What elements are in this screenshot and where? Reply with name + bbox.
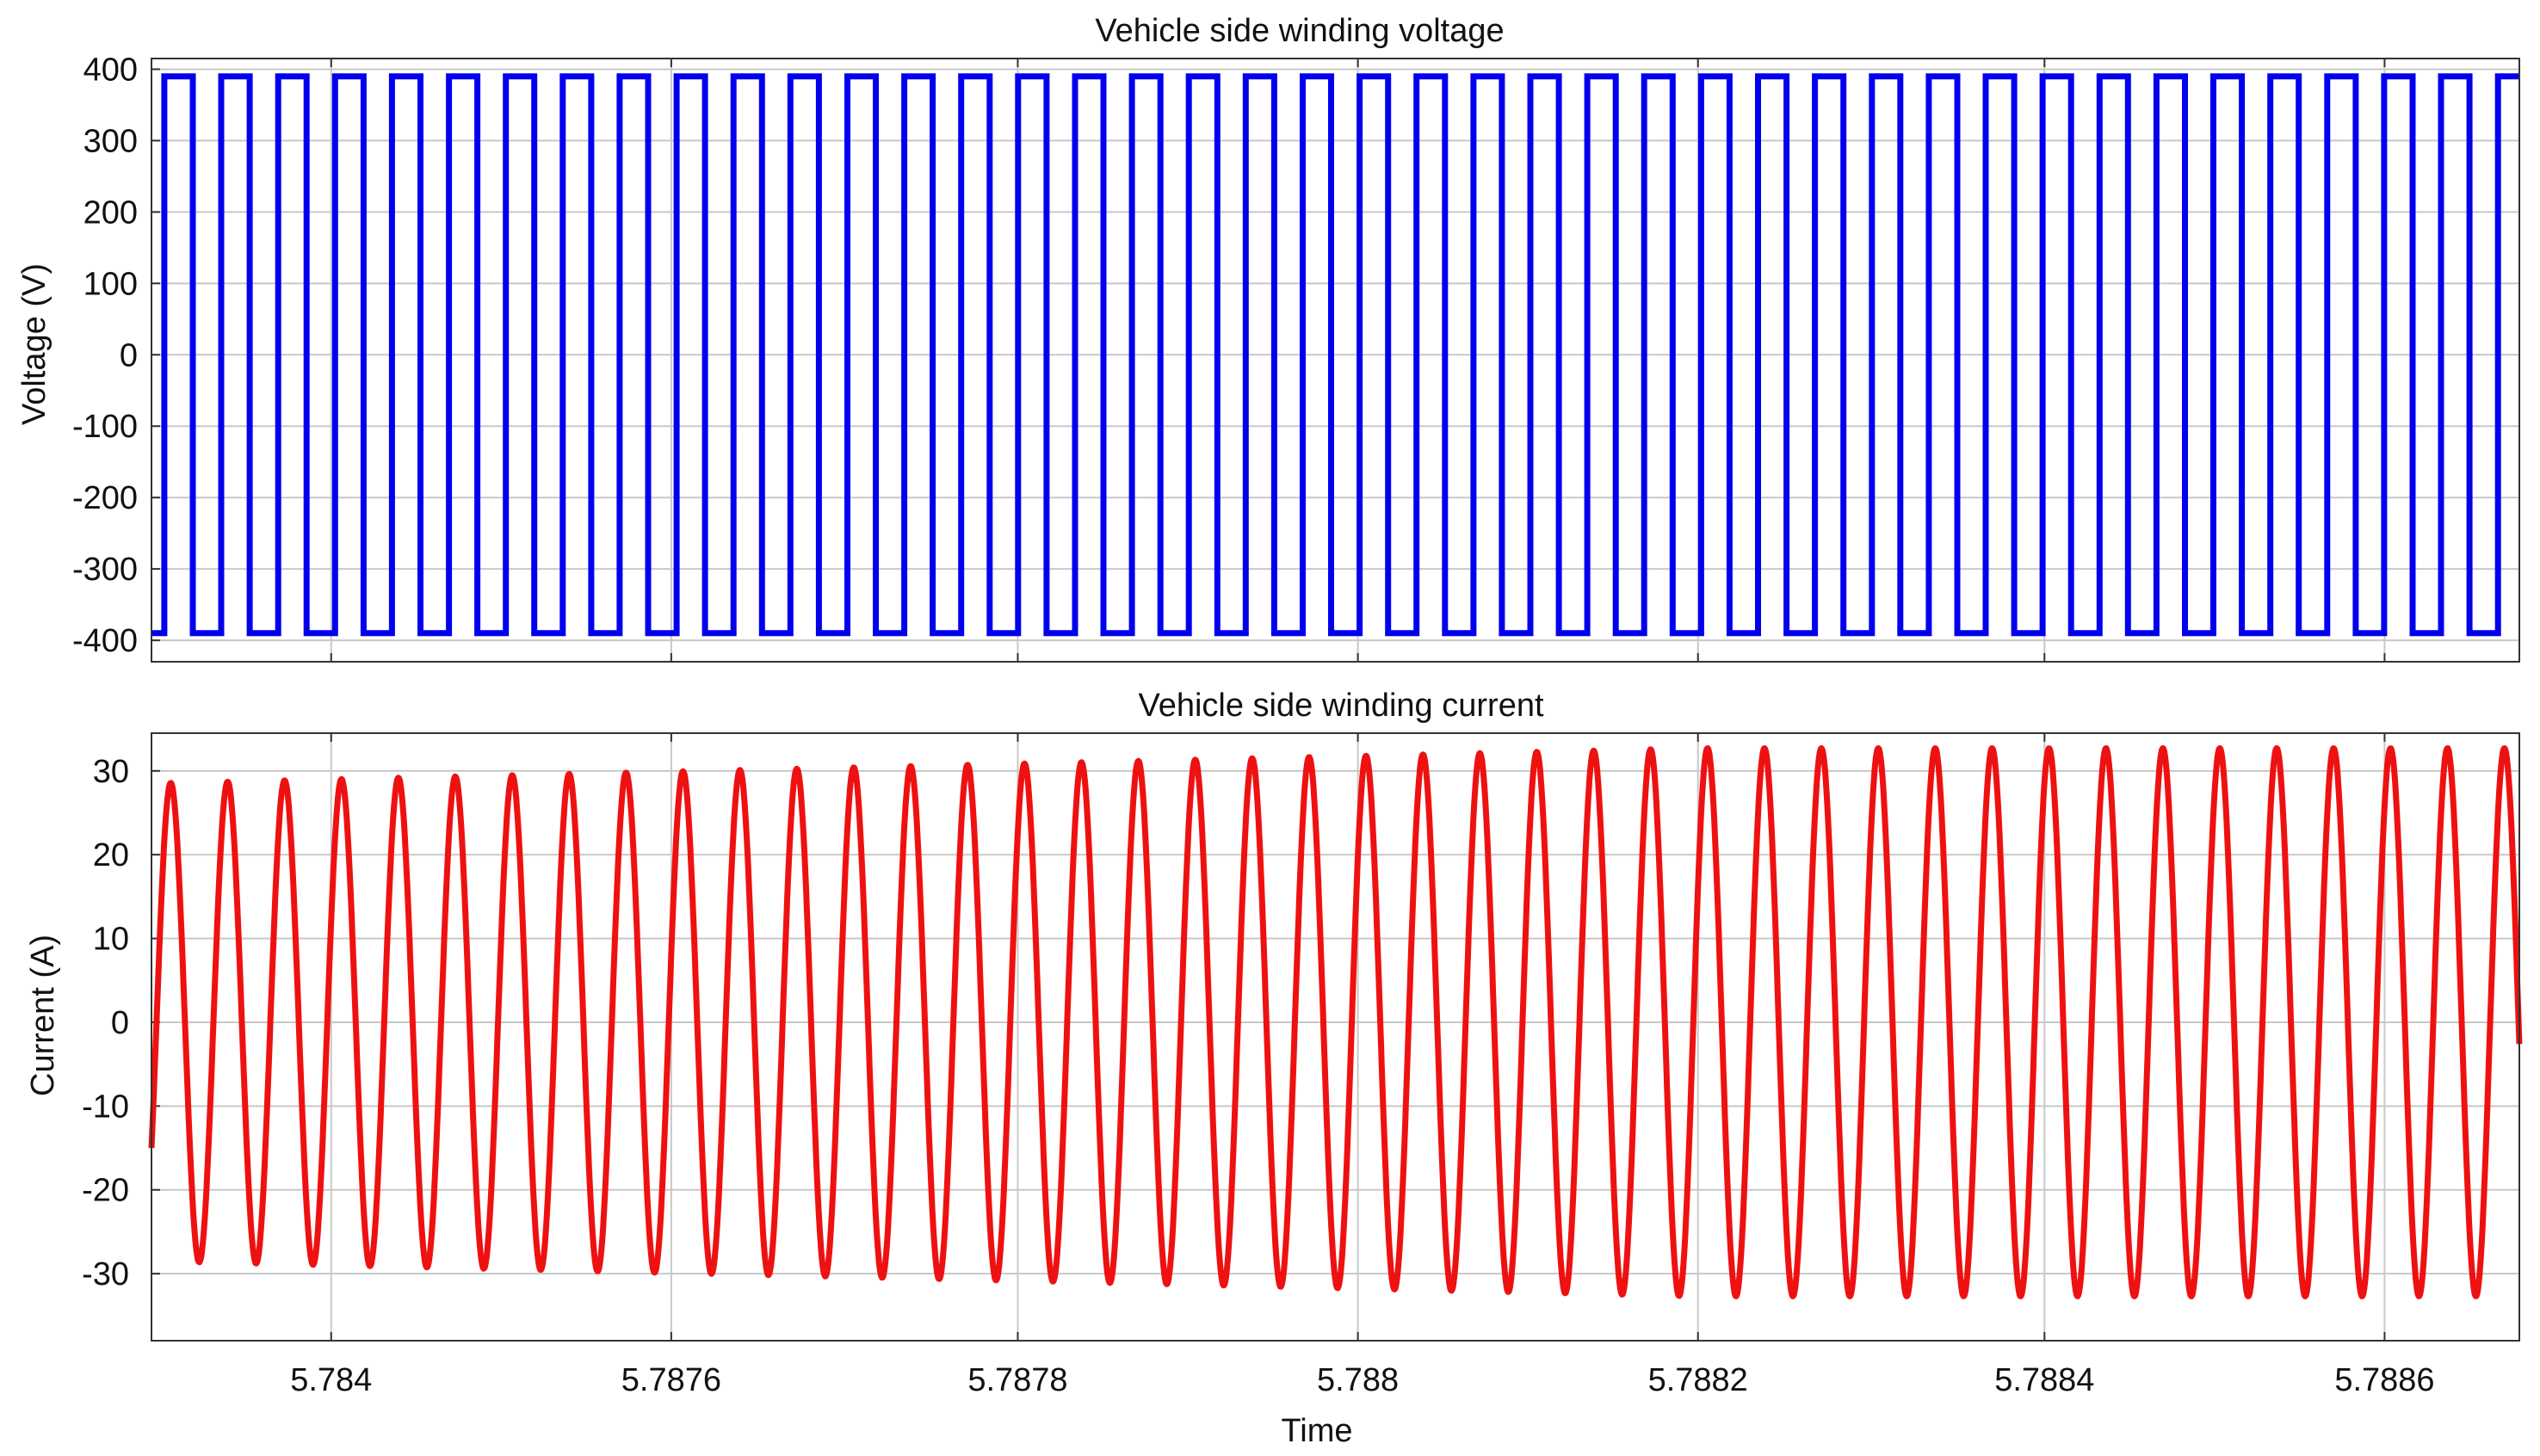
voltage-panel: Vehicle side winding voltage Voltage (V)… xyxy=(16,13,2520,663)
voltage-y-tick-label: 200 xyxy=(83,194,138,231)
current-x-ticks: 5.784 5.7876 5.7878 5.788 5.7882 5.7884 5.7886 xyxy=(290,733,2435,1398)
current-x-tick-label: 5.7878 xyxy=(967,1362,1067,1398)
current-x-tick-label: 5.7876 xyxy=(621,1362,721,1398)
current-x-tick-label: 5.7886 xyxy=(2334,1362,2434,1398)
voltage-x-tick-marks xyxy=(330,59,2386,662)
voltage-y-tick-label: 300 xyxy=(83,123,138,159)
current-x-tick-label: 5.788 xyxy=(1317,1362,1399,1398)
current-y-tick-label: 30 xyxy=(93,754,129,790)
current-x-axis-label: Time xyxy=(1281,1413,1352,1449)
current-y-tick-label: -20 xyxy=(82,1173,129,1209)
voltage-y-axis-label: Voltage (V) xyxy=(16,263,53,425)
current-chart-title: Vehicle side winding current xyxy=(1138,688,1543,724)
voltage-y-tick-label: -200 xyxy=(72,480,138,516)
voltage-y-tick-label: -100 xyxy=(72,409,138,445)
current-plot-frame xyxy=(151,732,2520,1342)
voltage-series-line xyxy=(151,73,2519,637)
current-y-tick-label: -30 xyxy=(82,1256,129,1293)
current-x-tick-label: 5.7882 xyxy=(1648,1362,1748,1398)
voltage-chart-title: Vehicle side winding voltage xyxy=(1095,13,1504,49)
current-panel: Vehicle side winding current Current (A)… xyxy=(25,688,2523,1449)
current-grid xyxy=(151,733,2519,1341)
voltage-y-tick-label: -400 xyxy=(72,623,138,659)
current-x-tick-label: 5.7884 xyxy=(1994,1362,2094,1398)
current-x-tick-label: 5.784 xyxy=(290,1362,372,1398)
current-y-tick-label: 10 xyxy=(93,922,129,958)
current-y-tick-label: 20 xyxy=(93,837,129,873)
current-series-line xyxy=(148,745,2523,1299)
current-y-tick-label: 0 xyxy=(111,1005,129,1041)
voltage-grid xyxy=(151,59,2519,662)
voltage-y-tick-label: 400 xyxy=(83,52,138,88)
voltage-y-tick-label: 0 xyxy=(120,337,138,373)
current-y-tick-label: -10 xyxy=(82,1089,129,1125)
voltage-plot-frame xyxy=(151,58,2520,663)
voltage-y-tick-label: -300 xyxy=(72,552,138,588)
voltage-y-ticks: 400 300 200 100 0 -100 -200 -300 -400 xyxy=(72,52,160,659)
voltage-y-tick-label: 100 xyxy=(83,266,138,302)
current-y-axis-label: Current (A) xyxy=(25,935,61,1096)
